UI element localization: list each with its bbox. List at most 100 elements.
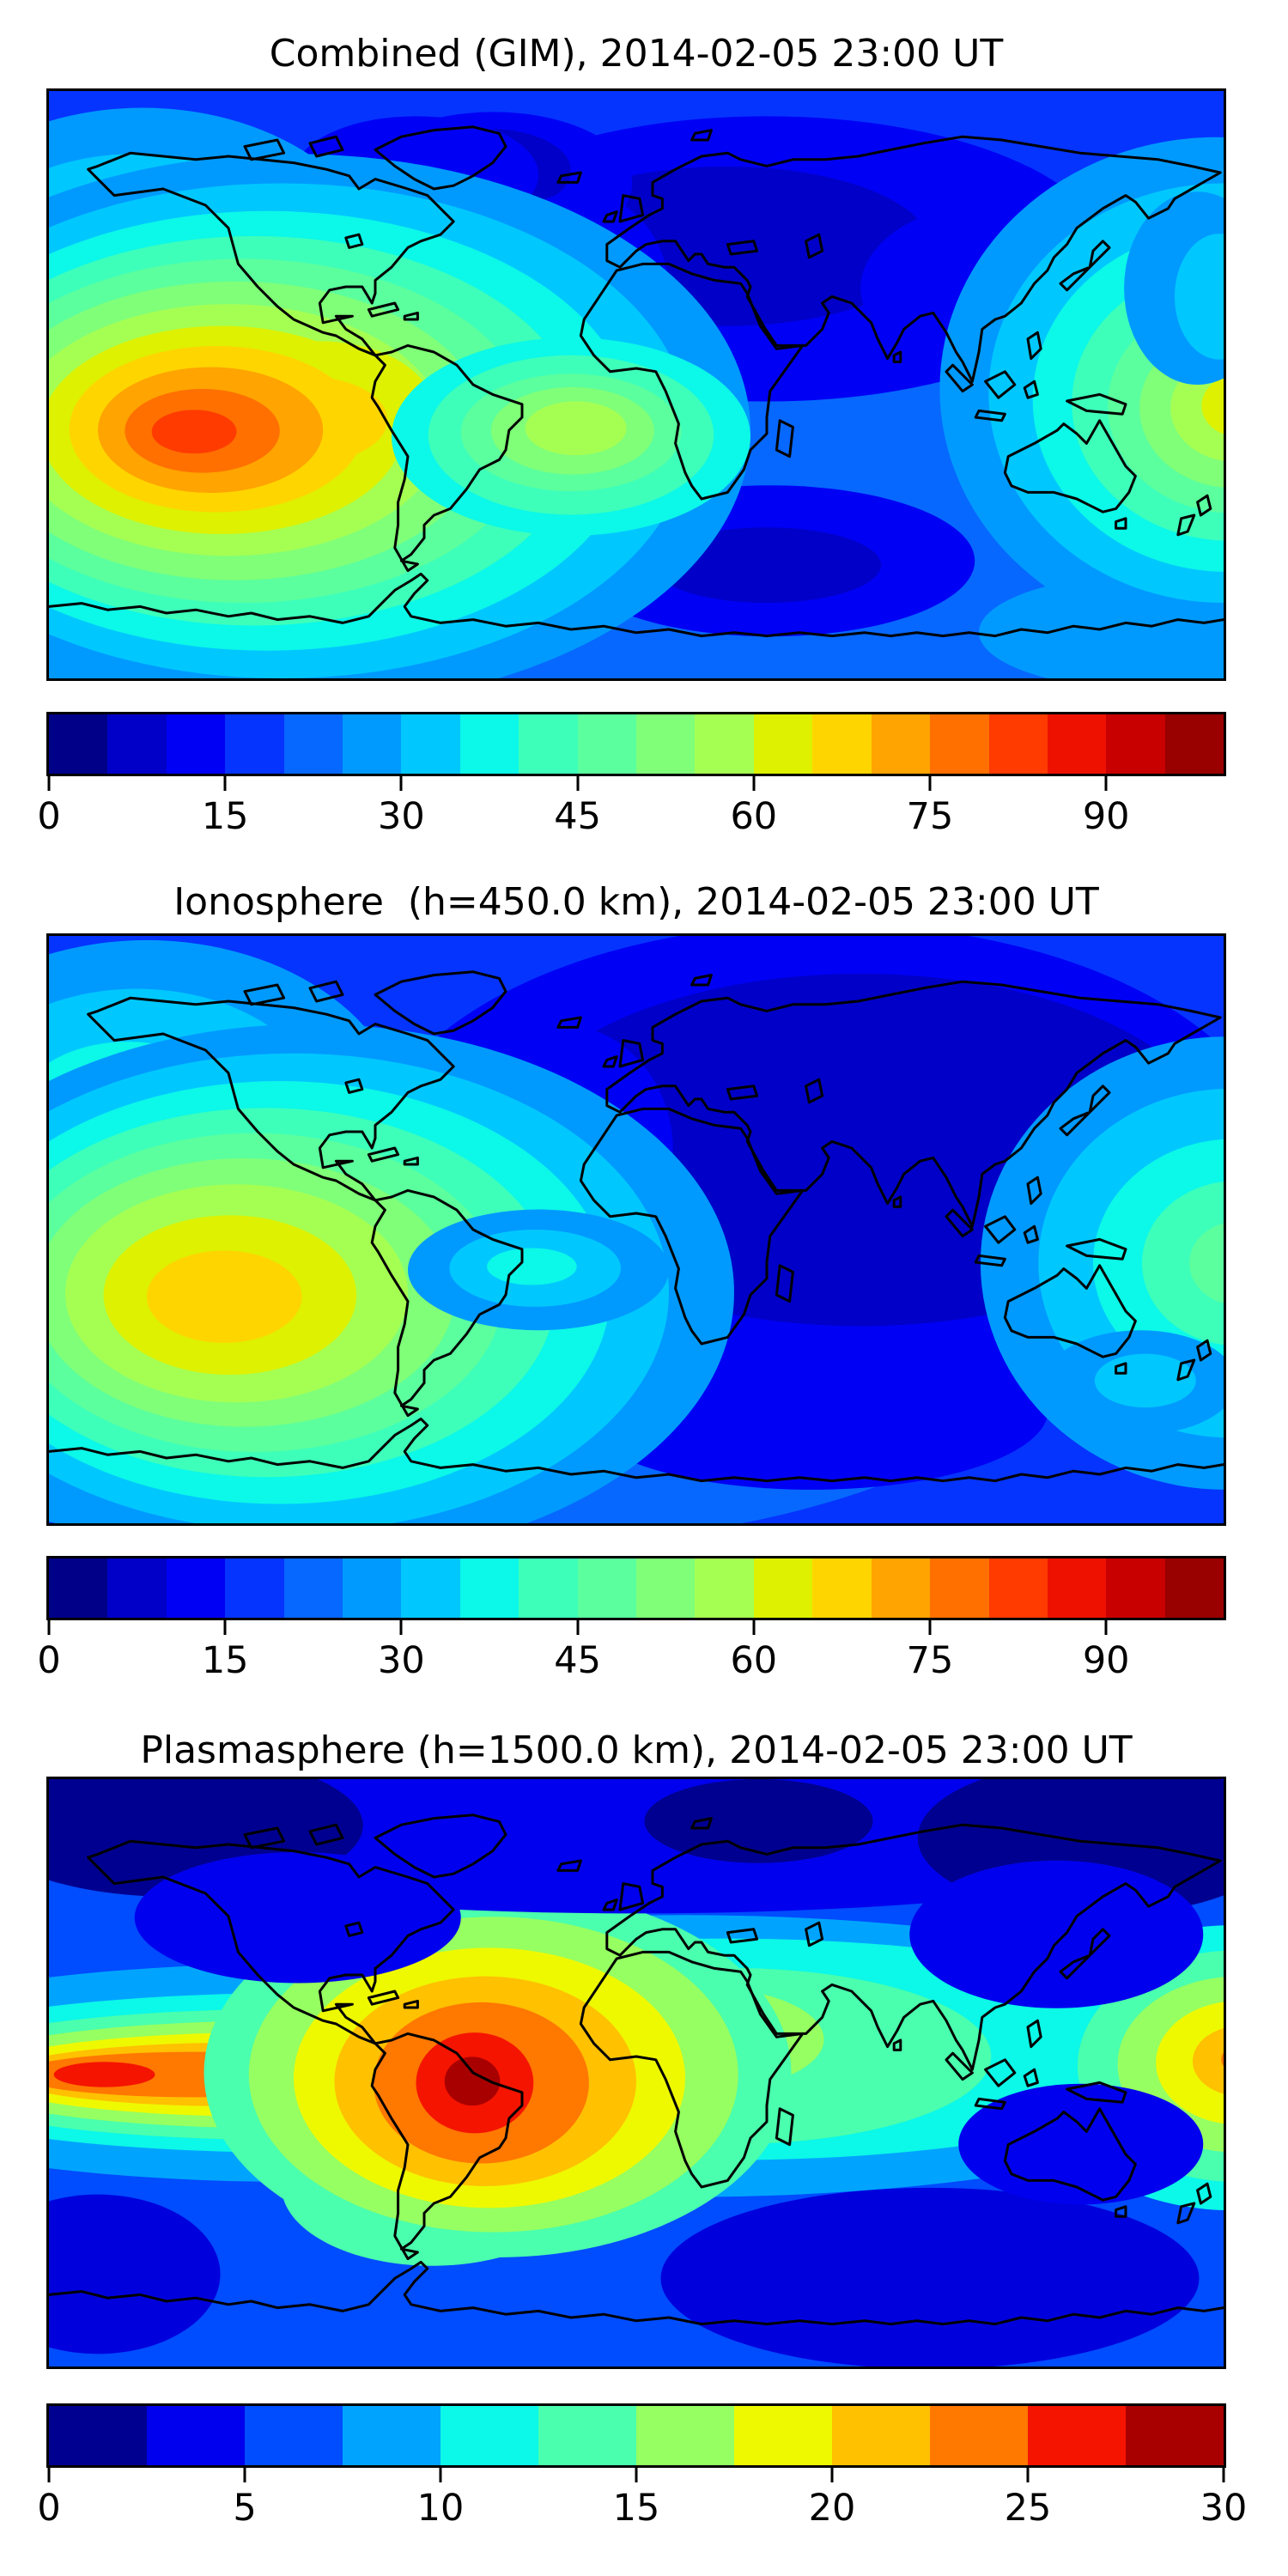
colorbar-segment (636, 2406, 734, 2465)
colorbar-segment (695, 714, 754, 774)
colorbar-segment (283, 714, 343, 774)
colorbar-segment (459, 1558, 519, 1618)
colorbar-tick-label: 20 (808, 2487, 856, 2530)
colorbar-tick-label: 45 (554, 1639, 601, 1682)
colorbar-segment (1164, 714, 1224, 774)
colorbar-combined (46, 712, 1226, 776)
colorbar-segment (988, 1558, 1048, 1618)
colorbar-segment (166, 714, 226, 774)
ionosphere-map (46, 933, 1226, 1526)
colorbar-tick-mark (830, 2468, 834, 2482)
colorbar-tick-mark (1026, 2468, 1030, 2482)
colorbar-tick-label: 90 (1082, 1639, 1130, 1682)
colorbar-tick-mark (399, 1620, 403, 1635)
colorbar-segment (812, 1558, 872, 1618)
colorbar-tick-label: 30 (1200, 2487, 1248, 2530)
colorbar-segment (930, 1558, 989, 1618)
colorbar-segment (930, 2406, 1028, 2465)
colorbar-tick-label: 45 (554, 795, 601, 838)
colorbar-segment (695, 1558, 754, 1618)
colorbar-tick-mark (635, 2468, 638, 2482)
colorbar-segment (401, 714, 460, 774)
colorbar-segment (1106, 714, 1165, 774)
combined-map-canvas (49, 91, 1224, 678)
colorbar-tick-mark (752, 1620, 756, 1635)
colorbar-segment (753, 714, 813, 774)
ionosphere-map-canvas (49, 936, 1224, 1523)
colorbar-ionosphere (46, 1556, 1226, 1620)
panel-title-combined: Combined (GIM), 2014-02-05 23:00 UT (269, 32, 1004, 76)
colorbar-segment (49, 714, 108, 774)
colorbar-tick-label: 90 (1082, 795, 1130, 838)
colorbar-tick-mark (928, 776, 932, 791)
colorbar-tick-mark (47, 2468, 51, 2482)
colorbar-segment (519, 714, 578, 774)
colorbar-segment (538, 2406, 636, 2465)
combined-map (46, 88, 1226, 681)
colorbar-tick-mark (576, 1620, 580, 1635)
colorbar-tick-mark (47, 776, 51, 791)
colorbar-tick-label: 5 (233, 2487, 257, 2530)
colorbar-plasmasphere (46, 2403, 1226, 2468)
colorbar-segment (519, 1558, 578, 1618)
colorbar-tick-label: 30 (378, 795, 425, 838)
colorbar-tick-mark (1222, 2468, 1225, 2482)
colorbar-tick-mark (47, 1620, 51, 1635)
panel-title-ionosphere: Ionosphere (h=450.0 km), 2014-02-05 23:0… (173, 880, 1099, 924)
colorbar-tick-label: 0 (37, 795, 61, 838)
colorbar-ticks-combined: 0 15 30 45 60 75 90 (37, 776, 1224, 879)
colorbar-tick-mark (399, 776, 403, 791)
plasmasphere-map-canvas (49, 1779, 1224, 2366)
colorbar-segment (871, 714, 931, 774)
tec-contours (49, 1779, 1224, 2366)
colorbar-segment (871, 1558, 931, 1618)
colorbar-tick-label: 0 (37, 2487, 61, 2530)
colorbar-tick-mark (1104, 1620, 1108, 1635)
colorbar-segment (1028, 2406, 1126, 2465)
colorbar-tick-mark (243, 2468, 246, 2482)
colorbar-segment (1047, 714, 1107, 774)
colorbar-segment (147, 2406, 245, 2465)
colorbar-segment (343, 1558, 402, 1618)
colorbar-segment (1106, 1558, 1165, 1618)
colorbar-segment (734, 2406, 832, 2465)
colorbar-segment (577, 1558, 637, 1618)
colorbar-tick-mark (1104, 776, 1108, 791)
colorbar-tick-label: 25 (1004, 2487, 1052, 2530)
colorbar-tick-label: 30 (378, 1639, 425, 1682)
tec-contours (49, 91, 1224, 678)
colorbar-tick-mark (752, 776, 756, 791)
colorbar-tick-label: 75 (906, 1639, 954, 1682)
colorbar-tick-label: 10 (416, 2487, 465, 2530)
colorbar-segment (49, 2406, 147, 2465)
colorbar-segment (225, 714, 284, 774)
colorbar-segment (988, 714, 1048, 774)
colorbar-segment (832, 2406, 930, 2465)
colorbar-segment (1126, 2406, 1224, 2465)
colorbar-segment (401, 1558, 460, 1618)
colorbar-tick-mark (576, 776, 580, 791)
colorbar-segment (636, 714, 696, 774)
colorbar-segment (245, 2406, 343, 2465)
colorbar-tick-label: 60 (730, 1639, 778, 1682)
colorbar-tick-mark (439, 2468, 442, 2482)
colorbar-segment (459, 714, 519, 774)
colorbar-segment (812, 714, 872, 774)
colorbar-segment (107, 1558, 167, 1618)
colorbar-segment (166, 1558, 226, 1618)
colorbar-segment (283, 1558, 343, 1618)
colorbar-segment (343, 714, 402, 774)
colorbar-segment (753, 1558, 813, 1618)
colorbar-segment (440, 2406, 538, 2465)
colorbar-segment (636, 1558, 696, 1618)
colorbar-segment (49, 1558, 108, 1618)
colorbar-segment (107, 714, 167, 774)
colorbar-tick-label: 75 (906, 795, 954, 838)
colorbar-tick-label: 0 (37, 1639, 61, 1682)
colorbar-segment (225, 1558, 284, 1618)
colorbar-segment (577, 714, 637, 774)
colorbar-ticks-plasmasphere: 0 5 10 15 20 25 30 (37, 2468, 1247, 2571)
colorbar-tick-label: 15 (612, 2487, 660, 2530)
colorbar-segment (1047, 1558, 1107, 1618)
